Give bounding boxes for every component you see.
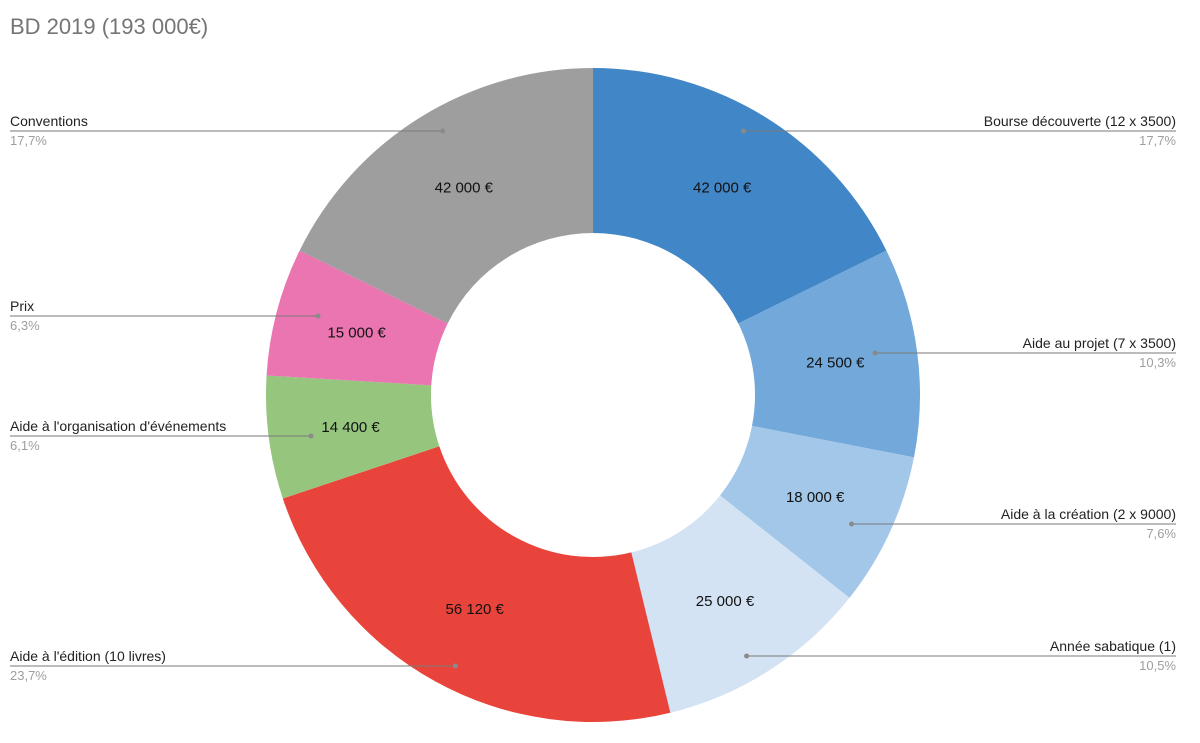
- value-labels-layer: 42 000 € 24 500 € 18 000 € 25 000 € 56 120 €…: [321, 179, 865, 618]
- chart-title: BD 2019 (193 000€): [10, 14, 209, 39]
- donut-slice: [631, 495, 850, 713]
- donut-slice: [720, 425, 914, 598]
- slice-value-label: 56 120 €: [446, 601, 505, 618]
- leader-dot: [452, 663, 458, 669]
- slice-labels-layer: Bourse découverte (12 x 3500) 17,7% Aide a…: [10, 113, 1176, 683]
- slice-name-label: Conventions: [10, 113, 88, 129]
- slice-percent-label: 10,3%: [1139, 355, 1176, 370]
- slice-percent-label: 10,5%: [1139, 658, 1176, 673]
- slice-percent-label: 6,1%: [10, 438, 40, 453]
- leader-lines-layer: [10, 128, 1176, 669]
- slice-name-label: Aide à l'édition (10 livres): [10, 648, 166, 664]
- donut-slice: [266, 250, 448, 386]
- donut-slice: [299, 68, 593, 324]
- leader-dot: [440, 128, 446, 134]
- slice-percent-label: 17,7%: [1139, 133, 1176, 148]
- slice-name-label: Prix: [10, 298, 34, 314]
- donut-slice: [593, 68, 887, 324]
- slice-value-label: 18 000 €: [786, 489, 845, 506]
- slice-value-label: 42 000 €: [435, 179, 494, 196]
- slice-name-label: Aide à l'organisation d'événements: [10, 418, 226, 434]
- leader-dot: [872, 350, 878, 356]
- leader-dot: [849, 521, 855, 527]
- donut-slice: [266, 375, 440, 499]
- slice-name-label: Aide au projet (7 x 3500): [1023, 335, 1176, 351]
- donut-slice: [282, 446, 671, 722]
- slice-name-label: Année sabatique (1): [1050, 638, 1176, 654]
- leader-dot: [315, 313, 321, 319]
- leader-dot: [308, 433, 314, 439]
- slice-value-label: 42 000 €: [693, 179, 752, 196]
- slice-percent-label: 17,7%: [10, 133, 47, 148]
- leader-dot: [740, 128, 746, 134]
- slices-layer: [266, 68, 920, 722]
- slice-percent-label: 23,7%: [10, 668, 47, 683]
- slice-value-label: 15 000 €: [327, 324, 386, 341]
- slice-name-label: Bourse découverte (12 x 3500): [984, 113, 1176, 129]
- donut-slice: [738, 250, 920, 458]
- leader-dot: [744, 653, 750, 659]
- slice-value-label: 24 500 €: [806, 355, 865, 372]
- slice-value-label: 14 400 €: [321, 419, 380, 436]
- slice-percent-label: 6,3%: [10, 318, 40, 333]
- slice-value-label: 25 000 €: [696, 593, 755, 610]
- slice-name-label: Aide à la création (2 x 9000): [1001, 506, 1176, 522]
- slice-percent-label: 7,6%: [1146, 526, 1176, 541]
